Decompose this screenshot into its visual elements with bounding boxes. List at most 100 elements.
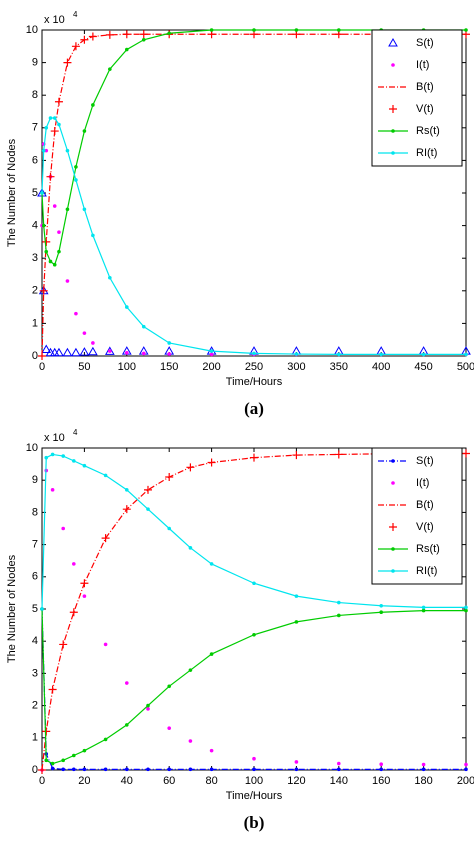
- data-point: [72, 767, 76, 772]
- data-point: [103, 767, 108, 772]
- data-point: [141, 37, 146, 42]
- data-point: [379, 352, 384, 357]
- data-point: [294, 767, 299, 772]
- data-point: [61, 767, 65, 772]
- data-point: [103, 642, 108, 647]
- series-line: [41, 452, 466, 771]
- y-tick-label: 3: [32, 252, 38, 264]
- data-point: [82, 748, 87, 753]
- legend-marker: [391, 547, 395, 551]
- x-tick-label: 100: [118, 361, 136, 373]
- data-point: [71, 42, 80, 51]
- data-point: [188, 767, 193, 772]
- data-point: [44, 148, 49, 153]
- data-point: [165, 472, 174, 481]
- data-point: [146, 767, 150, 772]
- data-point: [464, 762, 468, 767]
- x-tick-label: 180: [414, 775, 432, 787]
- data-point: [188, 546, 193, 550]
- legend-marker: [391, 569, 395, 573]
- legend-box: [371, 29, 463, 167]
- x-tick-label: 20: [78, 775, 90, 787]
- y-tick-label: 7: [32, 539, 38, 551]
- legend-marker: [389, 105, 397, 113]
- x-tick-label: 200: [202, 361, 220, 373]
- data-point: [40, 191, 44, 195]
- data-point: [125, 350, 129, 355]
- y-axis-label: The Number of Nodes: [6, 138, 18, 247]
- data-point: [61, 758, 65, 763]
- legend-label: B(t): [416, 81, 434, 93]
- y-multiplier-exponent: 4: [73, 428, 78, 437]
- x-tick-label: 150: [160, 361, 178, 373]
- data-point: [80, 35, 89, 44]
- legend-label: Rs(t): [416, 125, 440, 137]
- data-point: [82, 207, 87, 212]
- data-point: [72, 459, 76, 463]
- data-point: [209, 767, 214, 772]
- data-point: [167, 526, 171, 531]
- data-point: [125, 47, 129, 52]
- data-point: [38, 352, 46, 360]
- data-point: [421, 608, 426, 613]
- data-point: [54, 97, 63, 106]
- data-point: [72, 562, 76, 566]
- x-tick-label: 350: [330, 361, 348, 373]
- data-point: [61, 526, 65, 531]
- data-point: [122, 505, 131, 514]
- data-point: [252, 28, 256, 32]
- data-point: [39, 286, 48, 295]
- data-point: [252, 581, 256, 586]
- caption: (a): [244, 399, 264, 418]
- data-point: [337, 600, 341, 605]
- y-tick-label: 2: [32, 285, 38, 297]
- data-point: [72, 753, 76, 758]
- data-point: [91, 341, 95, 345]
- data-point: [63, 58, 72, 67]
- y-multiplier: x 10: [44, 432, 65, 444]
- legend-label: I(t): [416, 59, 429, 71]
- legend-label: V(t): [416, 103, 434, 115]
- data-point: [337, 767, 341, 772]
- legend-marker: [388, 37, 398, 47]
- legend-label: RI(t): [416, 147, 437, 159]
- data-point: [125, 488, 129, 492]
- data-point: [88, 32, 97, 41]
- y-tick-label: 0: [32, 350, 38, 362]
- data-point: [79, 347, 90, 356]
- data-point: [54, 347, 64, 357]
- y-tick-label: 6: [32, 154, 38, 166]
- data-point: [125, 723, 129, 727]
- x-tick-label: 60: [163, 775, 175, 787]
- data-point: [141, 324, 146, 329]
- data-point: [209, 28, 214, 32]
- data-point: [57, 122, 61, 127]
- data-point: [125, 681, 129, 685]
- data-point: [294, 620, 299, 624]
- data-point: [71, 347, 81, 357]
- data-point: [74, 178, 78, 182]
- data-point: [146, 703, 150, 708]
- data-point: [186, 463, 195, 472]
- y-tick-label: 1: [32, 317, 38, 329]
- x-tick-label: 0: [39, 775, 45, 787]
- data-point: [42, 727, 51, 736]
- data-point: [207, 458, 216, 467]
- series-line: [41, 33, 466, 357]
- data-point: [61, 454, 65, 458]
- data-point: [252, 351, 256, 356]
- data-point: [464, 608, 468, 613]
- x-tick-label: 400: [372, 361, 390, 373]
- data-point: [337, 761, 341, 766]
- legend-label: RI(t): [416, 565, 437, 577]
- y-axis-label: The Number of Nodes: [6, 554, 18, 663]
- data-point: [65, 207, 70, 212]
- data-point: [294, 760, 299, 764]
- x-axis-label: Time/Hours: [226, 376, 283, 388]
- series-line: [41, 608, 466, 765]
- data-point: [379, 762, 384, 767]
- x-tick-label: 120: [287, 775, 305, 787]
- data-point: [294, 352, 299, 356]
- data-point: [252, 632, 256, 637]
- data-point: [105, 30, 114, 39]
